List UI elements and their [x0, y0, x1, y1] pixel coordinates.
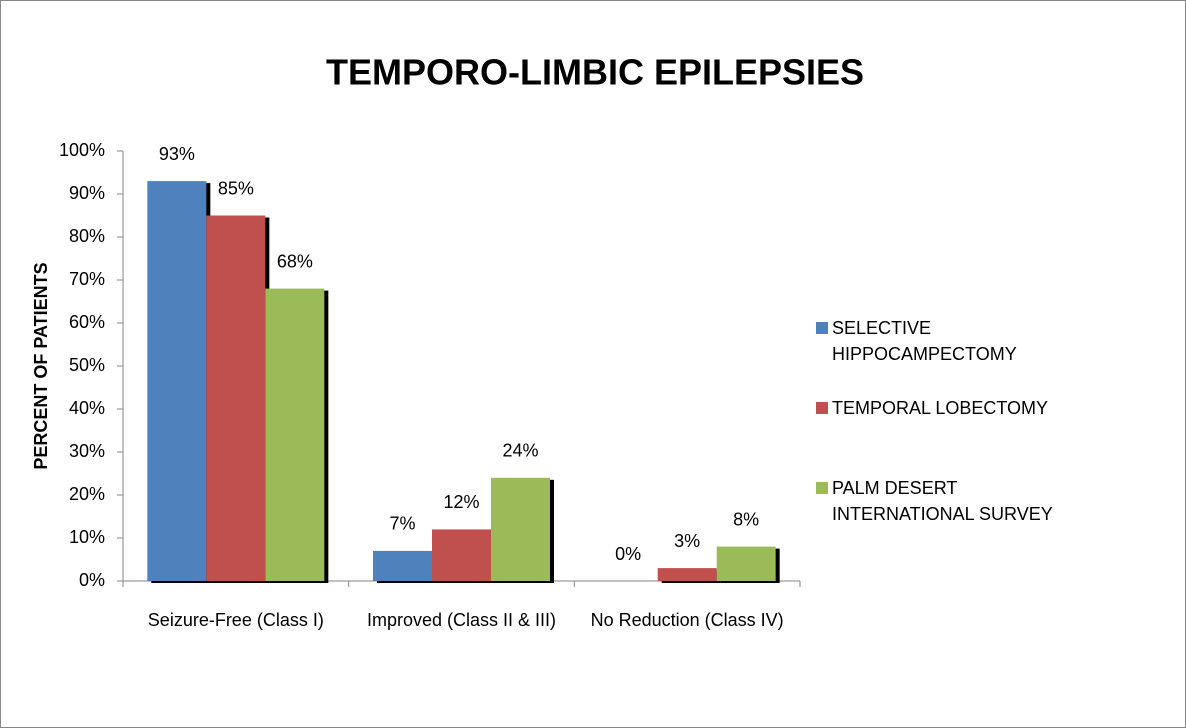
y-tick-label: 40% [69, 398, 105, 418]
legend-swatch [816, 322, 828, 334]
bar [265, 288, 325, 581]
y-tick-label: 80% [69, 226, 105, 246]
y-tick-label: 20% [69, 484, 105, 504]
x-tick-label: No Reduction (Class IV) [590, 610, 784, 630]
y-tick-label: 10% [69, 527, 105, 547]
data-label: 85% [218, 178, 254, 198]
x-tick-label: Improved (Class II & III) [366, 610, 556, 630]
bar [657, 568, 717, 581]
y-tick-label: 30% [69, 441, 105, 461]
bar [147, 181, 207, 581]
y-axis-title: PERCENT OF PATIENTS [31, 262, 51, 469]
legend-swatch [816, 482, 828, 494]
data-label: 8% [733, 509, 759, 529]
y-tick-label: 0% [79, 570, 105, 590]
bar [491, 477, 550, 581]
y-tick-label: 100% [59, 140, 105, 160]
data-label: 12% [443, 492, 479, 512]
y-tick-label: 90% [69, 183, 105, 203]
data-label: 24% [502, 441, 538, 461]
chart-title: TEMPORO-LIMBIC EPILEPSIES [326, 52, 864, 93]
data-label: 68% [277, 251, 313, 271]
y-tick-label: 60% [69, 312, 105, 332]
x-tick-label: Seizure-Free (Class I) [147, 610, 324, 630]
bar [373, 550, 432, 581]
bar [206, 215, 266, 581]
data-label: 93% [159, 144, 195, 164]
bar [716, 546, 776, 581]
legend-label: SELECTIVE HIPPOCAMPECTOMY [832, 318, 1017, 364]
data-label: 0% [615, 544, 641, 564]
data-label: 7% [389, 514, 415, 534]
y-tick-label: 50% [69, 355, 105, 375]
y-tick-label: 70% [69, 269, 105, 289]
data-label: 3% [674, 531, 700, 551]
legend-label: TEMPORAL LOBECTOMY [832, 398, 1049, 418]
legend-swatch [816, 402, 828, 414]
bar [432, 529, 491, 581]
legend-label: PALM DESERT INTERNATIONAL SURVEY [832, 478, 1053, 524]
